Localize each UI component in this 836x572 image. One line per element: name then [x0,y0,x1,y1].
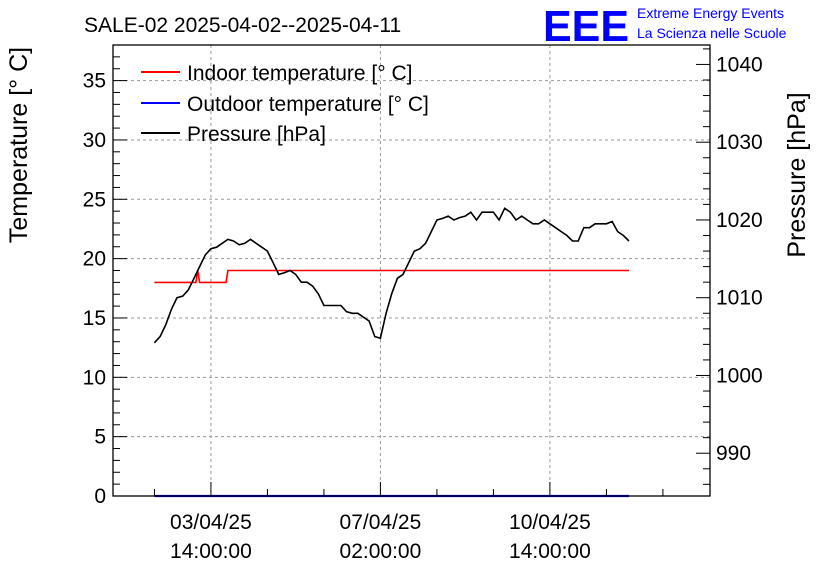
y-right-tick-label: 1040 [716,53,763,76]
y-left-tick-label: 25 [83,188,106,211]
x-tick-label: 07/04/25 02:00:00 [340,511,422,563]
x-tick-label-line: 14:00:00 [509,540,591,563]
legend-label-indoor: Indoor temperature [° C] [187,62,413,85]
x-tick-label: 10/04/25 14:00:00 [509,511,591,563]
legend-label-outdoor: Outdoor temperature [° C] [187,93,429,116]
x-tick-label-line: 10/04/25 [509,511,591,534]
brand: EEE Extreme Energy Events La Scienza nel… [543,2,787,51]
y-left-tick-label: 5 [94,426,106,449]
series-line-pressure [153,207,630,344]
brand-logo: EEE [543,2,629,51]
y-left-tick-label: 10 [83,366,106,389]
y-axis-left-title: Temperature [° C] [5,47,33,243]
x-tick-label: 03/04/25 14:00:00 [170,511,252,563]
chart-title: SALE-02 2025-04-02--2025-04-11 [84,14,401,37]
y-right-tick-label: 1000 [716,364,763,387]
series-line-indoor [154,269,629,284]
y-right-tick-label: 1020 [716,209,763,232]
y-right-tick-label: 1030 [716,131,763,154]
y-right-tick-label: 990 [716,442,751,465]
y-left-tick-label: 30 [83,129,106,152]
y-right-tick-label: 1010 [716,287,763,310]
legend: Indoor temperature [° C] Outdoor tempera… [141,62,429,146]
y-axis-right-title: Pressure [hPa] [783,92,811,257]
x-tick-label-line: 14:00:00 [170,540,252,563]
y-left-tick-label: 0 [94,485,106,508]
y-left-tick-label: 15 [83,307,106,330]
x-tick-label-line: 03/04/25 [170,511,252,534]
legend-label-pressure: Pressure [hPa] [187,123,326,146]
y-left-tick-label: 35 [83,70,106,93]
brand-line2: La Scienza nelle Scuole [637,25,787,41]
x-tick-label-line: 07/04/25 [340,511,422,534]
brand-line1: Extreme Energy Events [637,5,784,21]
x-tick-label-line: 02:00:00 [340,540,422,563]
axes: 0 5 10 15 20 25 30 35 990 1000 1010 1020 1030 1040 03/… [83,44,763,563]
y-left-tick-label: 20 [83,248,106,271]
